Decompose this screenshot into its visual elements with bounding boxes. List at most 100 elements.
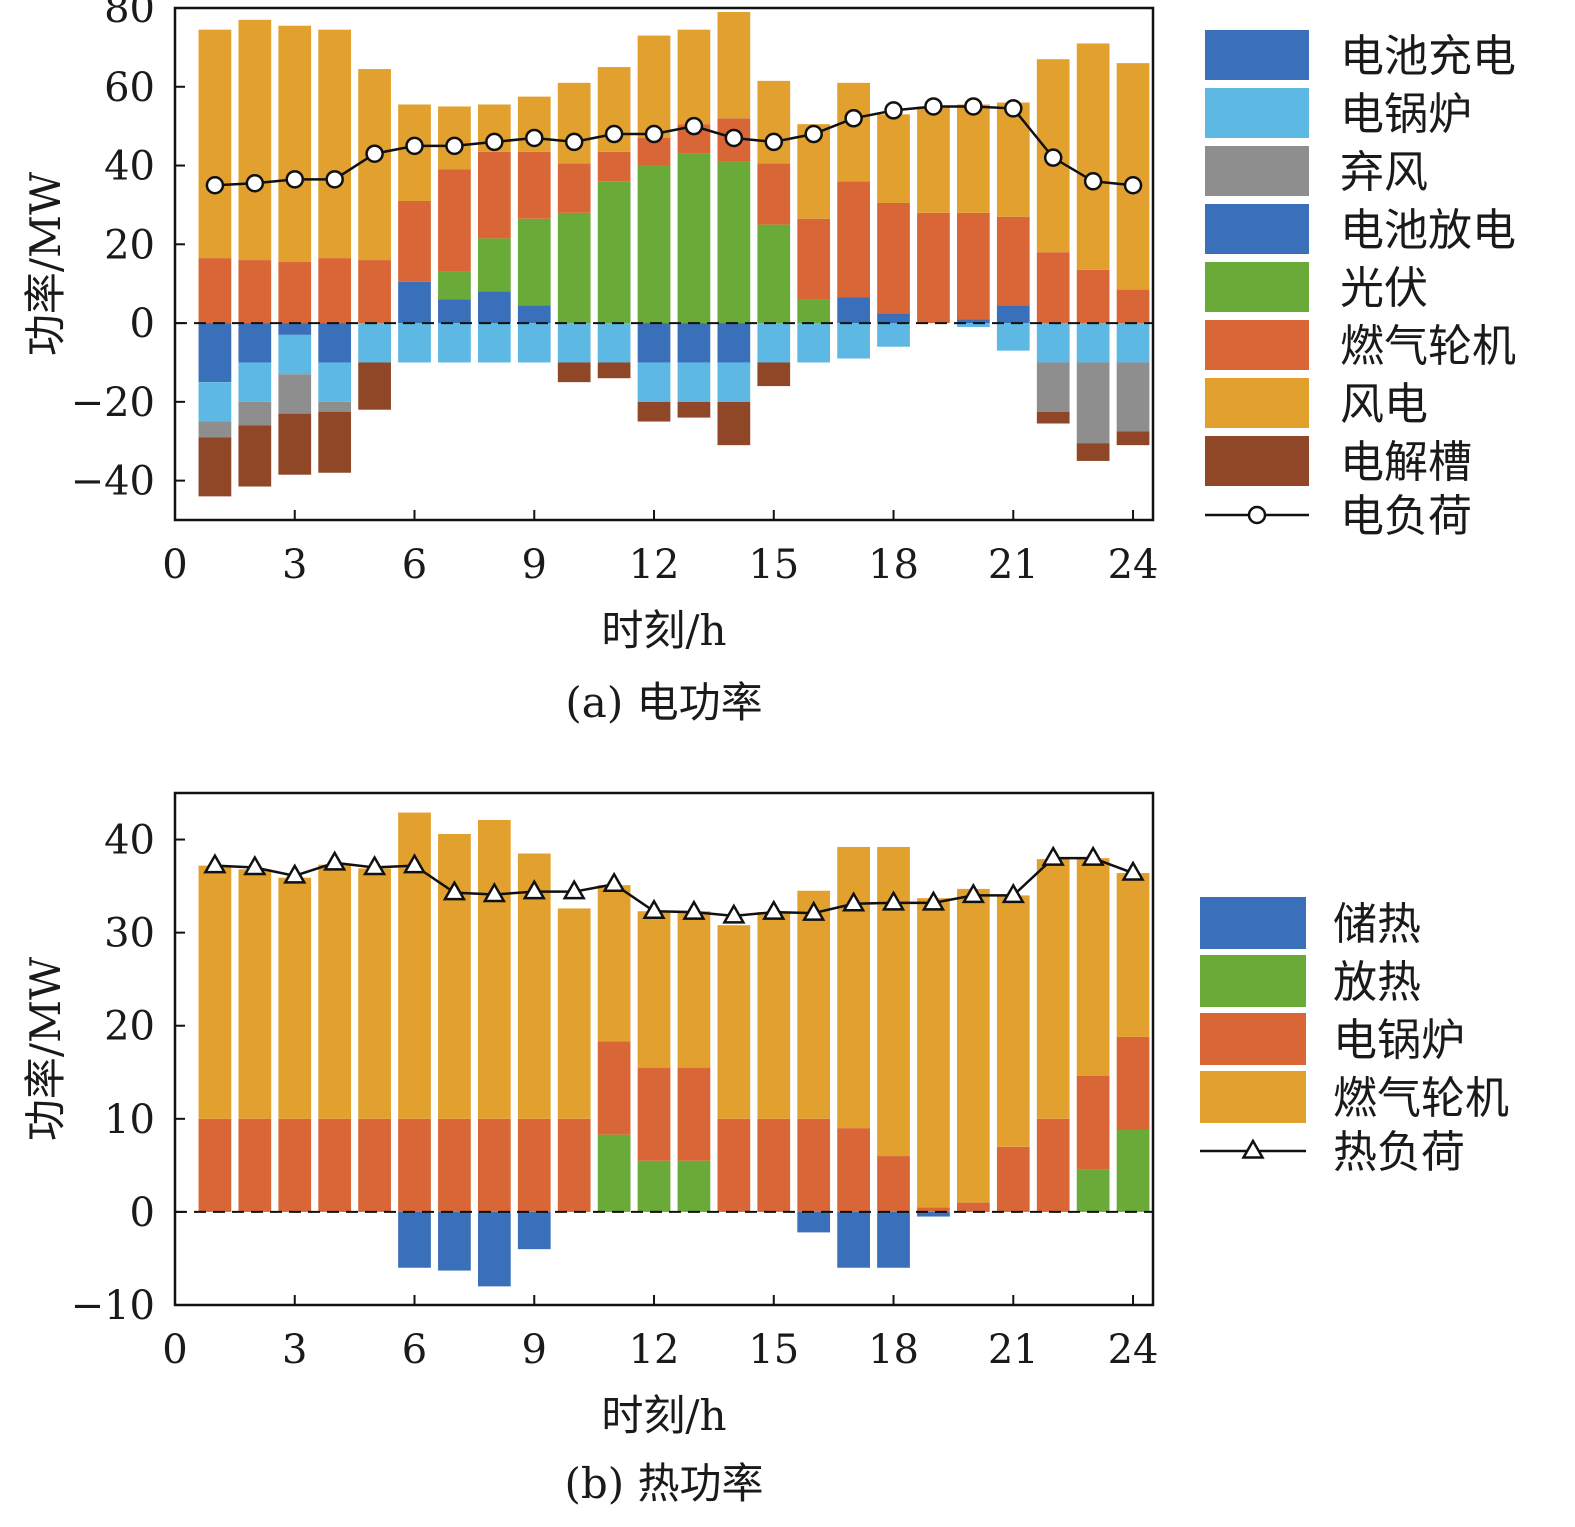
legend-label: 储热 xyxy=(1333,899,1421,950)
y-tick-label: 80 xyxy=(104,0,155,32)
load-point-h14 xyxy=(722,903,746,924)
bar-segment-s1-h5 xyxy=(358,323,391,363)
x-tick-label: 9 xyxy=(522,1327,547,1373)
bar-segment-s4-h7 xyxy=(438,271,471,300)
bar-segment-s2-h22 xyxy=(1036,1118,1070,1212)
bar-segment-s2-h3 xyxy=(278,1118,312,1212)
bar-segment-s1-h23 xyxy=(1076,323,1110,363)
bar-segment-s5-h1 xyxy=(198,258,232,324)
bar-segment-s6-h5 xyxy=(358,69,391,261)
bar-segment-s1-h20 xyxy=(957,323,990,328)
load-point-h16 xyxy=(804,124,823,144)
bar-segment-s0-h3 xyxy=(278,323,312,335)
y-tick-label: 40 xyxy=(104,818,155,864)
bar-segment-s2-h5 xyxy=(358,1118,391,1212)
bar-segment-s2-h16 xyxy=(797,1118,831,1212)
bar-segment-s5-h10 xyxy=(557,163,591,213)
legend-label: 燃气轮机 xyxy=(1333,1073,1509,1124)
load-point-h10 xyxy=(564,132,584,152)
bar-segment-s6-h19 xyxy=(917,106,950,213)
bar-segment-s1-h24 xyxy=(1116,323,1150,363)
bar-segment-s5-h23 xyxy=(1076,269,1110,324)
bar-segment-s5-h15 xyxy=(757,163,791,225)
bar-segment-s0-h8 xyxy=(477,1211,511,1287)
bar-segment-s1-h18 xyxy=(877,323,910,347)
bar-segment-s0-h14 xyxy=(717,323,751,363)
bar-segment-s1-h13 xyxy=(677,1160,711,1212)
legend-swatch xyxy=(1200,897,1306,949)
bar-segment-s6-h10 xyxy=(557,82,591,164)
bar-segment-s2-h19 xyxy=(917,1207,950,1212)
bar-segment-s3-h7 xyxy=(438,299,471,324)
load-point-h4 xyxy=(323,850,347,871)
bar-segment-s2-h4 xyxy=(318,401,352,412)
bar-segment-s2-h15 xyxy=(757,1118,791,1212)
x-tick-label: 6 xyxy=(402,542,427,588)
x-tick-label: 15 xyxy=(748,1327,799,1373)
load-point-h15 xyxy=(762,899,786,920)
bar-segment-s4-h13 xyxy=(677,153,711,324)
bar-segment-s2-h2 xyxy=(238,1118,272,1212)
load-point-h19 xyxy=(921,890,946,911)
bar-segment-s7-h23 xyxy=(1076,443,1110,461)
bar-segment-s3-h16 xyxy=(797,890,831,1119)
panel-caption: (a) 电功率 xyxy=(565,678,762,727)
bar-segment-s2-h3 xyxy=(278,374,312,414)
bar-segment-s2-h4 xyxy=(318,1118,352,1212)
bar-segment-s7-h3 xyxy=(278,413,312,475)
legend-circle-marker xyxy=(1247,505,1267,525)
load-point-h12 xyxy=(644,124,664,144)
x-tick-label: 12 xyxy=(629,1327,680,1373)
bar-segment-s3-h10 xyxy=(557,908,591,1119)
bar-segment-s6-h3 xyxy=(278,25,312,263)
legend-triangle-marker xyxy=(1241,1138,1265,1159)
y-tick-label: 20 xyxy=(104,222,155,268)
bar-segment-s3-h13 xyxy=(677,911,711,1068)
y-tick-label: 30 xyxy=(104,911,155,957)
bar-segment-s2-h2 xyxy=(238,401,272,426)
load-line xyxy=(214,105,1134,187)
bar-segment-s5-h7 xyxy=(438,169,471,272)
bar-segment-s2-h11 xyxy=(597,1041,631,1135)
bar-segment-s1-h13 xyxy=(677,362,711,402)
bar-segment-s0-h2 xyxy=(238,323,272,363)
bar-segment-s7-h14 xyxy=(717,401,751,446)
legend-swatch xyxy=(1205,146,1309,196)
bar-segment-s7-h5 xyxy=(358,362,391,410)
bar-segment-s3-h20 xyxy=(957,319,990,324)
bar-segment-s6-h18 xyxy=(877,114,910,203)
bar-segment-s3-h6 xyxy=(398,281,431,324)
bar-segment-s3-h21 xyxy=(996,895,1030,1147)
bar-segment-s1-h12 xyxy=(637,362,671,402)
load-point-h16 xyxy=(802,900,826,921)
legend-label: 电锅炉 xyxy=(1333,1015,1465,1066)
load-point-h14 xyxy=(724,128,744,148)
bar-segment-s1-h2 xyxy=(238,362,272,402)
bar-segment-s3-h11 xyxy=(597,885,631,1042)
bar-segment-s1-h17 xyxy=(837,323,870,359)
bar-segment-s7-h1 xyxy=(198,437,232,497)
bar-segment-s2-h1 xyxy=(198,421,232,438)
bar-segment-s0-h17 xyxy=(837,1211,870,1268)
load-point-h7 xyxy=(445,136,464,156)
bar-segment-s1-h11 xyxy=(597,1134,631,1212)
bar-segment-s3-h8 xyxy=(477,820,511,1119)
y-tick-label: −20 xyxy=(71,380,155,426)
legend-label: 风电 xyxy=(1340,379,1428,430)
load-point-h1 xyxy=(205,175,225,195)
load-point-h8 xyxy=(485,132,504,152)
bar-segment-s5-h2 xyxy=(238,260,272,324)
bar-segment-s0-h13 xyxy=(677,323,711,363)
y-tick-label: 0 xyxy=(130,301,155,347)
bar-segment-s7-h10 xyxy=(557,362,591,383)
legend-label: 电负荷 xyxy=(1340,491,1472,542)
load-point-h4 xyxy=(325,170,344,189)
bar-segment-s1-h22 xyxy=(1036,323,1070,363)
y-tick-label: 40 xyxy=(104,144,155,190)
bar-segment-s2-h24 xyxy=(1116,362,1150,432)
bar-segment-s5-h11 xyxy=(597,151,631,182)
load-point-h2 xyxy=(243,854,267,876)
bar-segment-s3-h2 xyxy=(238,869,272,1119)
bar-segment-s0-h16 xyxy=(797,1211,831,1233)
